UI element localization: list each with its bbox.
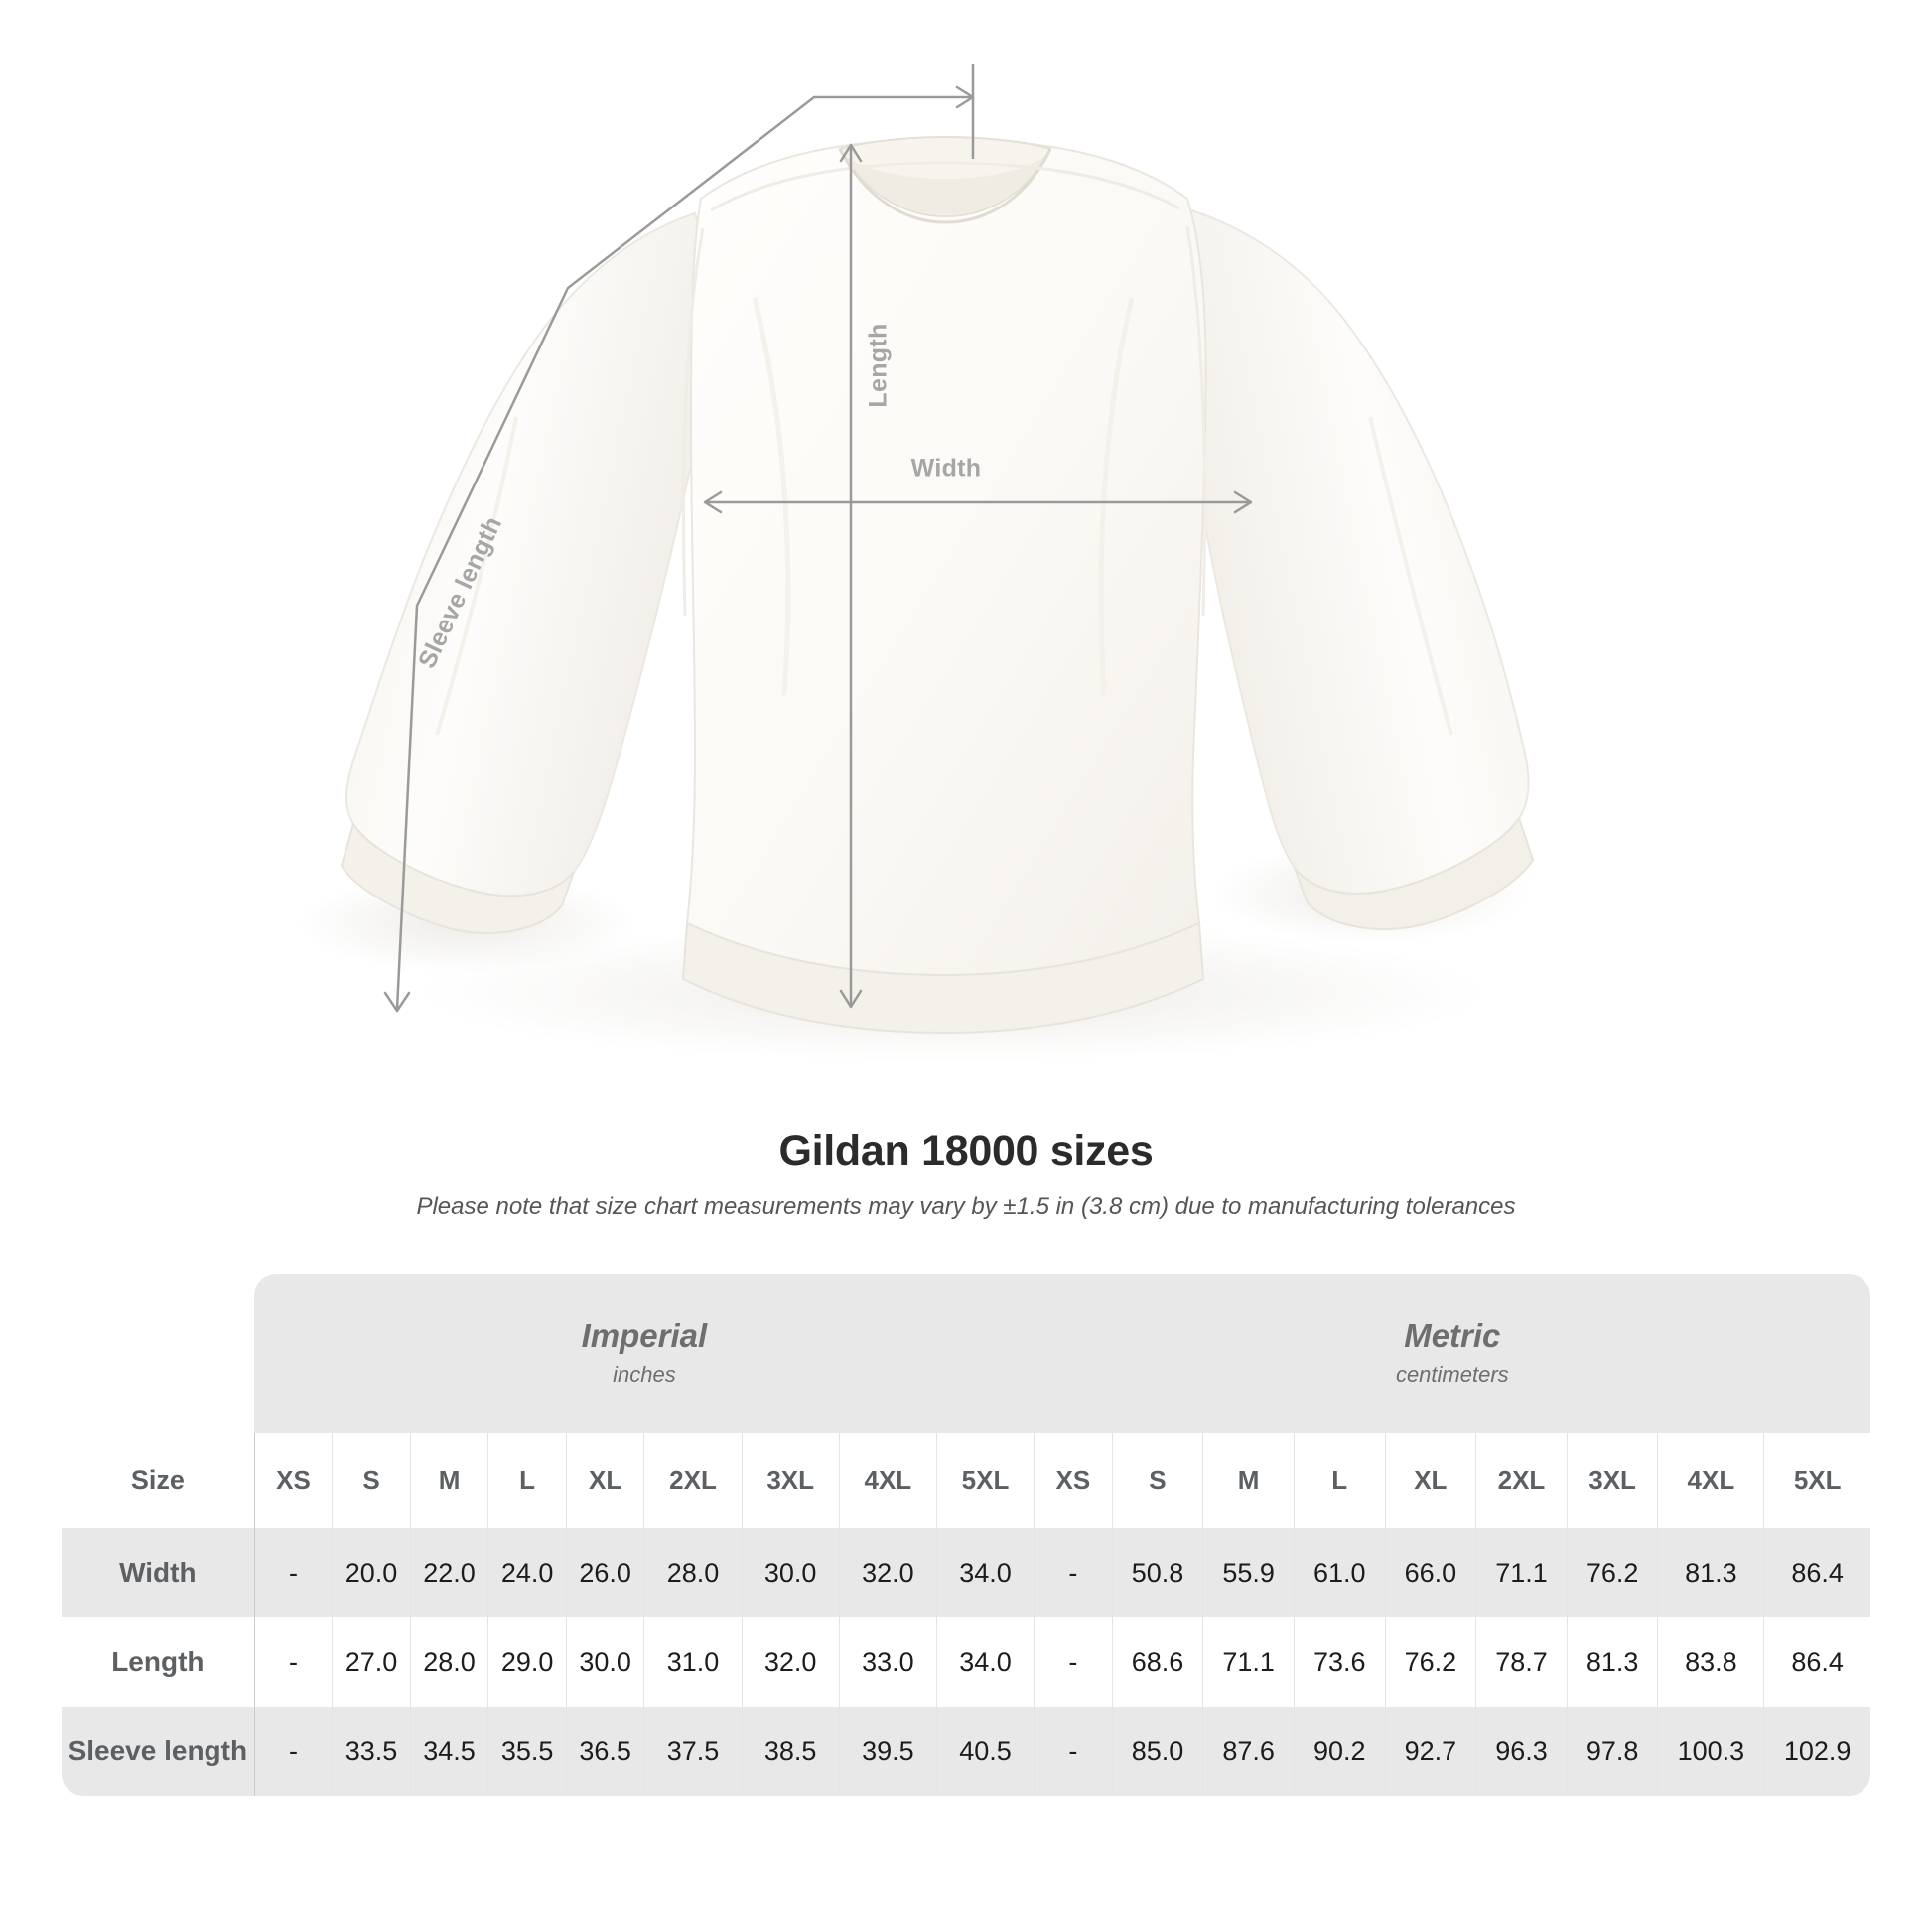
unit-name-metric: Metric — [1404, 1316, 1501, 1354]
cell-length-metric-4xl: 83.8 — [1657, 1617, 1765, 1707]
cell-length-imperial-4xl: 33.0 — [839, 1617, 937, 1707]
size-header-imperial-l: L — [487, 1433, 567, 1528]
size-header-metric-m: M — [1202, 1433, 1295, 1528]
size-header-imperial-xl: XL — [566, 1433, 645, 1528]
cell-sleeve-imperial-xs: - — [254, 1707, 334, 1796]
cell-length-metric-xs: - — [1034, 1617, 1113, 1707]
cell-sleeve-imperial-xl: 36.5 — [566, 1707, 645, 1796]
cell-width-metric-xs: - — [1034, 1528, 1113, 1617]
cell-length-imperial-xs: - — [254, 1617, 334, 1707]
cell-length-metric-5xl: 86.4 — [1763, 1617, 1870, 1707]
cell-length-imperial-m: 28.0 — [410, 1617, 489, 1707]
size-header-label: Size — [62, 1433, 255, 1528]
size-header-imperial-4xl: 4XL — [839, 1433, 937, 1528]
cell-sleeve-metric-l: 90.2 — [1294, 1707, 1386, 1796]
size-header-imperial-2xl: 2XL — [643, 1433, 743, 1528]
unit-header-metric: Metric centimeters — [1034, 1274, 1870, 1433]
cell-sleeve-imperial-s: 33.5 — [332, 1707, 411, 1796]
cell-length-imperial-3xl: 32.0 — [742, 1617, 840, 1707]
cell-sleeve-metric-m: 87.6 — [1202, 1707, 1295, 1796]
cell-width-metric-m: 55.9 — [1202, 1528, 1295, 1617]
size-header-metric-s: S — [1112, 1433, 1204, 1528]
title-block: Gildan 18000 sizes Please note that size… — [0, 1127, 1932, 1221]
size-header-imperial-5xl: 5XL — [936, 1433, 1035, 1528]
table-row: Length - 27.0 28.0 29.0 30.0 31.0 32.0 3… — [62, 1617, 1870, 1707]
cell-length-imperial-2xl: 31.0 — [643, 1617, 743, 1707]
unit-header-imperial: Imperial inches — [254, 1274, 1035, 1433]
row-label-sleeve-length: Sleeve length — [62, 1707, 255, 1796]
size-header-metric-l: L — [1294, 1433, 1386, 1528]
size-header-metric-3xl: 3XL — [1567, 1433, 1659, 1528]
cell-length-metric-xl: 76.2 — [1385, 1617, 1477, 1707]
cell-sleeve-metric-xl: 92.7 — [1385, 1707, 1477, 1796]
cell-width-imperial-m: 22.0 — [410, 1528, 489, 1617]
cell-width-imperial-2xl: 28.0 — [643, 1528, 743, 1617]
table-row: Sleeve length - 33.5 34.5 35.5 36.5 37.5… — [62, 1707, 1870, 1796]
cell-length-imperial-l: 29.0 — [487, 1617, 567, 1707]
size-table-container: Imperial inches Metric centimeters Size … — [62, 1274, 1870, 1796]
size-header-imperial-m: M — [410, 1433, 489, 1528]
size-header-imperial-xs: XS — [254, 1433, 334, 1528]
size-header-metric-5xl: 5XL — [1763, 1433, 1870, 1528]
cell-width-metric-2xl: 71.1 — [1475, 1528, 1568, 1617]
cell-sleeve-imperial-m: 34.5 — [410, 1707, 489, 1796]
size-header-metric-xl: XL — [1385, 1433, 1477, 1528]
cell-sleeve-imperial-5xl: 40.5 — [936, 1707, 1035, 1796]
width-dimension-label: Width — [910, 454, 982, 483]
cell-length-imperial-xl: 30.0 — [566, 1617, 645, 1707]
cell-sleeve-metric-xs: - — [1034, 1707, 1113, 1796]
cell-length-metric-l: 73.6 — [1294, 1617, 1386, 1707]
cell-width-metric-5xl: 86.4 — [1763, 1528, 1870, 1617]
cell-sleeve-metric-2xl: 96.3 — [1475, 1707, 1568, 1796]
cell-width-metric-l: 61.0 — [1294, 1528, 1386, 1617]
cell-sleeve-imperial-l: 35.5 — [487, 1707, 567, 1796]
unit-blank-cell — [62, 1274, 255, 1433]
cell-length-metric-m: 71.1 — [1202, 1617, 1295, 1707]
size-header-metric-4xl: 4XL — [1657, 1433, 1765, 1528]
cell-length-metric-3xl: 81.3 — [1567, 1617, 1659, 1707]
unit-sub-metric: centimeters — [1395, 1362, 1509, 1388]
cell-sleeve-imperial-3xl: 38.5 — [742, 1707, 840, 1796]
cell-width-imperial-5xl: 34.0 — [936, 1528, 1035, 1617]
cell-length-imperial-s: 27.0 — [332, 1617, 411, 1707]
row-label-width: Width — [62, 1528, 255, 1617]
cell-sleeve-metric-3xl: 97.8 — [1567, 1707, 1659, 1796]
cell-width-imperial-3xl: 30.0 — [742, 1528, 840, 1617]
cell-width-metric-s: 50.8 — [1112, 1528, 1204, 1617]
cell-width-metric-xl: 66.0 — [1385, 1528, 1477, 1617]
cell-width-imperial-xl: 26.0 — [566, 1528, 645, 1617]
cell-width-imperial-4xl: 32.0 — [839, 1528, 937, 1617]
length-dimension-label: Length — [864, 323, 893, 408]
size-table: Imperial inches Metric centimeters Size … — [62, 1274, 1870, 1796]
garment-diagram: Width Length Sleeve length — [298, 64, 1535, 1062]
unit-name-imperial: Imperial — [581, 1316, 708, 1354]
size-header-imperial-s: S — [332, 1433, 411, 1528]
cell-length-imperial-5xl: 34.0 — [936, 1617, 1035, 1707]
size-header-metric-2xl: 2XL — [1475, 1433, 1568, 1528]
cell-width-imperial-l: 24.0 — [487, 1528, 567, 1617]
cell-sleeve-metric-s: 85.0 — [1112, 1707, 1204, 1796]
cell-sleeve-imperial-2xl: 37.5 — [643, 1707, 743, 1796]
unit-sub-imperial: inches — [613, 1362, 676, 1388]
unit-header-row: Imperial inches Metric centimeters — [62, 1274, 1870, 1433]
cell-sleeve-imperial-4xl: 39.5 — [839, 1707, 937, 1796]
cell-width-metric-3xl: 76.2 — [1567, 1528, 1659, 1617]
size-header-metric-xs: XS — [1034, 1433, 1113, 1528]
cell-sleeve-metric-5xl: 102.9 — [1763, 1707, 1870, 1796]
cell-length-metric-s: 68.6 — [1112, 1617, 1204, 1707]
cell-width-metric-4xl: 81.3 — [1657, 1528, 1765, 1617]
table-row: Width - 20.0 22.0 24.0 26.0 28.0 30.0 32… — [62, 1528, 1870, 1617]
cell-width-imperial-s: 20.0 — [332, 1528, 411, 1617]
measurement-annotations — [383, 64, 1253, 1013]
cell-length-metric-2xl: 78.7 — [1475, 1617, 1568, 1707]
size-header-row: Size XS S M L XL 2XL 3XL 4XL 5XL XS S M … — [62, 1433, 1870, 1528]
cell-width-imperial-xs: - — [254, 1528, 334, 1617]
sweatshirt-illustration — [298, 135, 1535, 1062]
page-subtitle: Please note that size chart measurements… — [416, 1193, 1516, 1220]
row-label-length: Length — [62, 1617, 255, 1707]
size-header-imperial-3xl: 3XL — [742, 1433, 840, 1528]
cell-sleeve-metric-4xl: 100.3 — [1657, 1707, 1765, 1796]
page-title: Gildan 18000 sizes — [778, 1127, 1154, 1174]
